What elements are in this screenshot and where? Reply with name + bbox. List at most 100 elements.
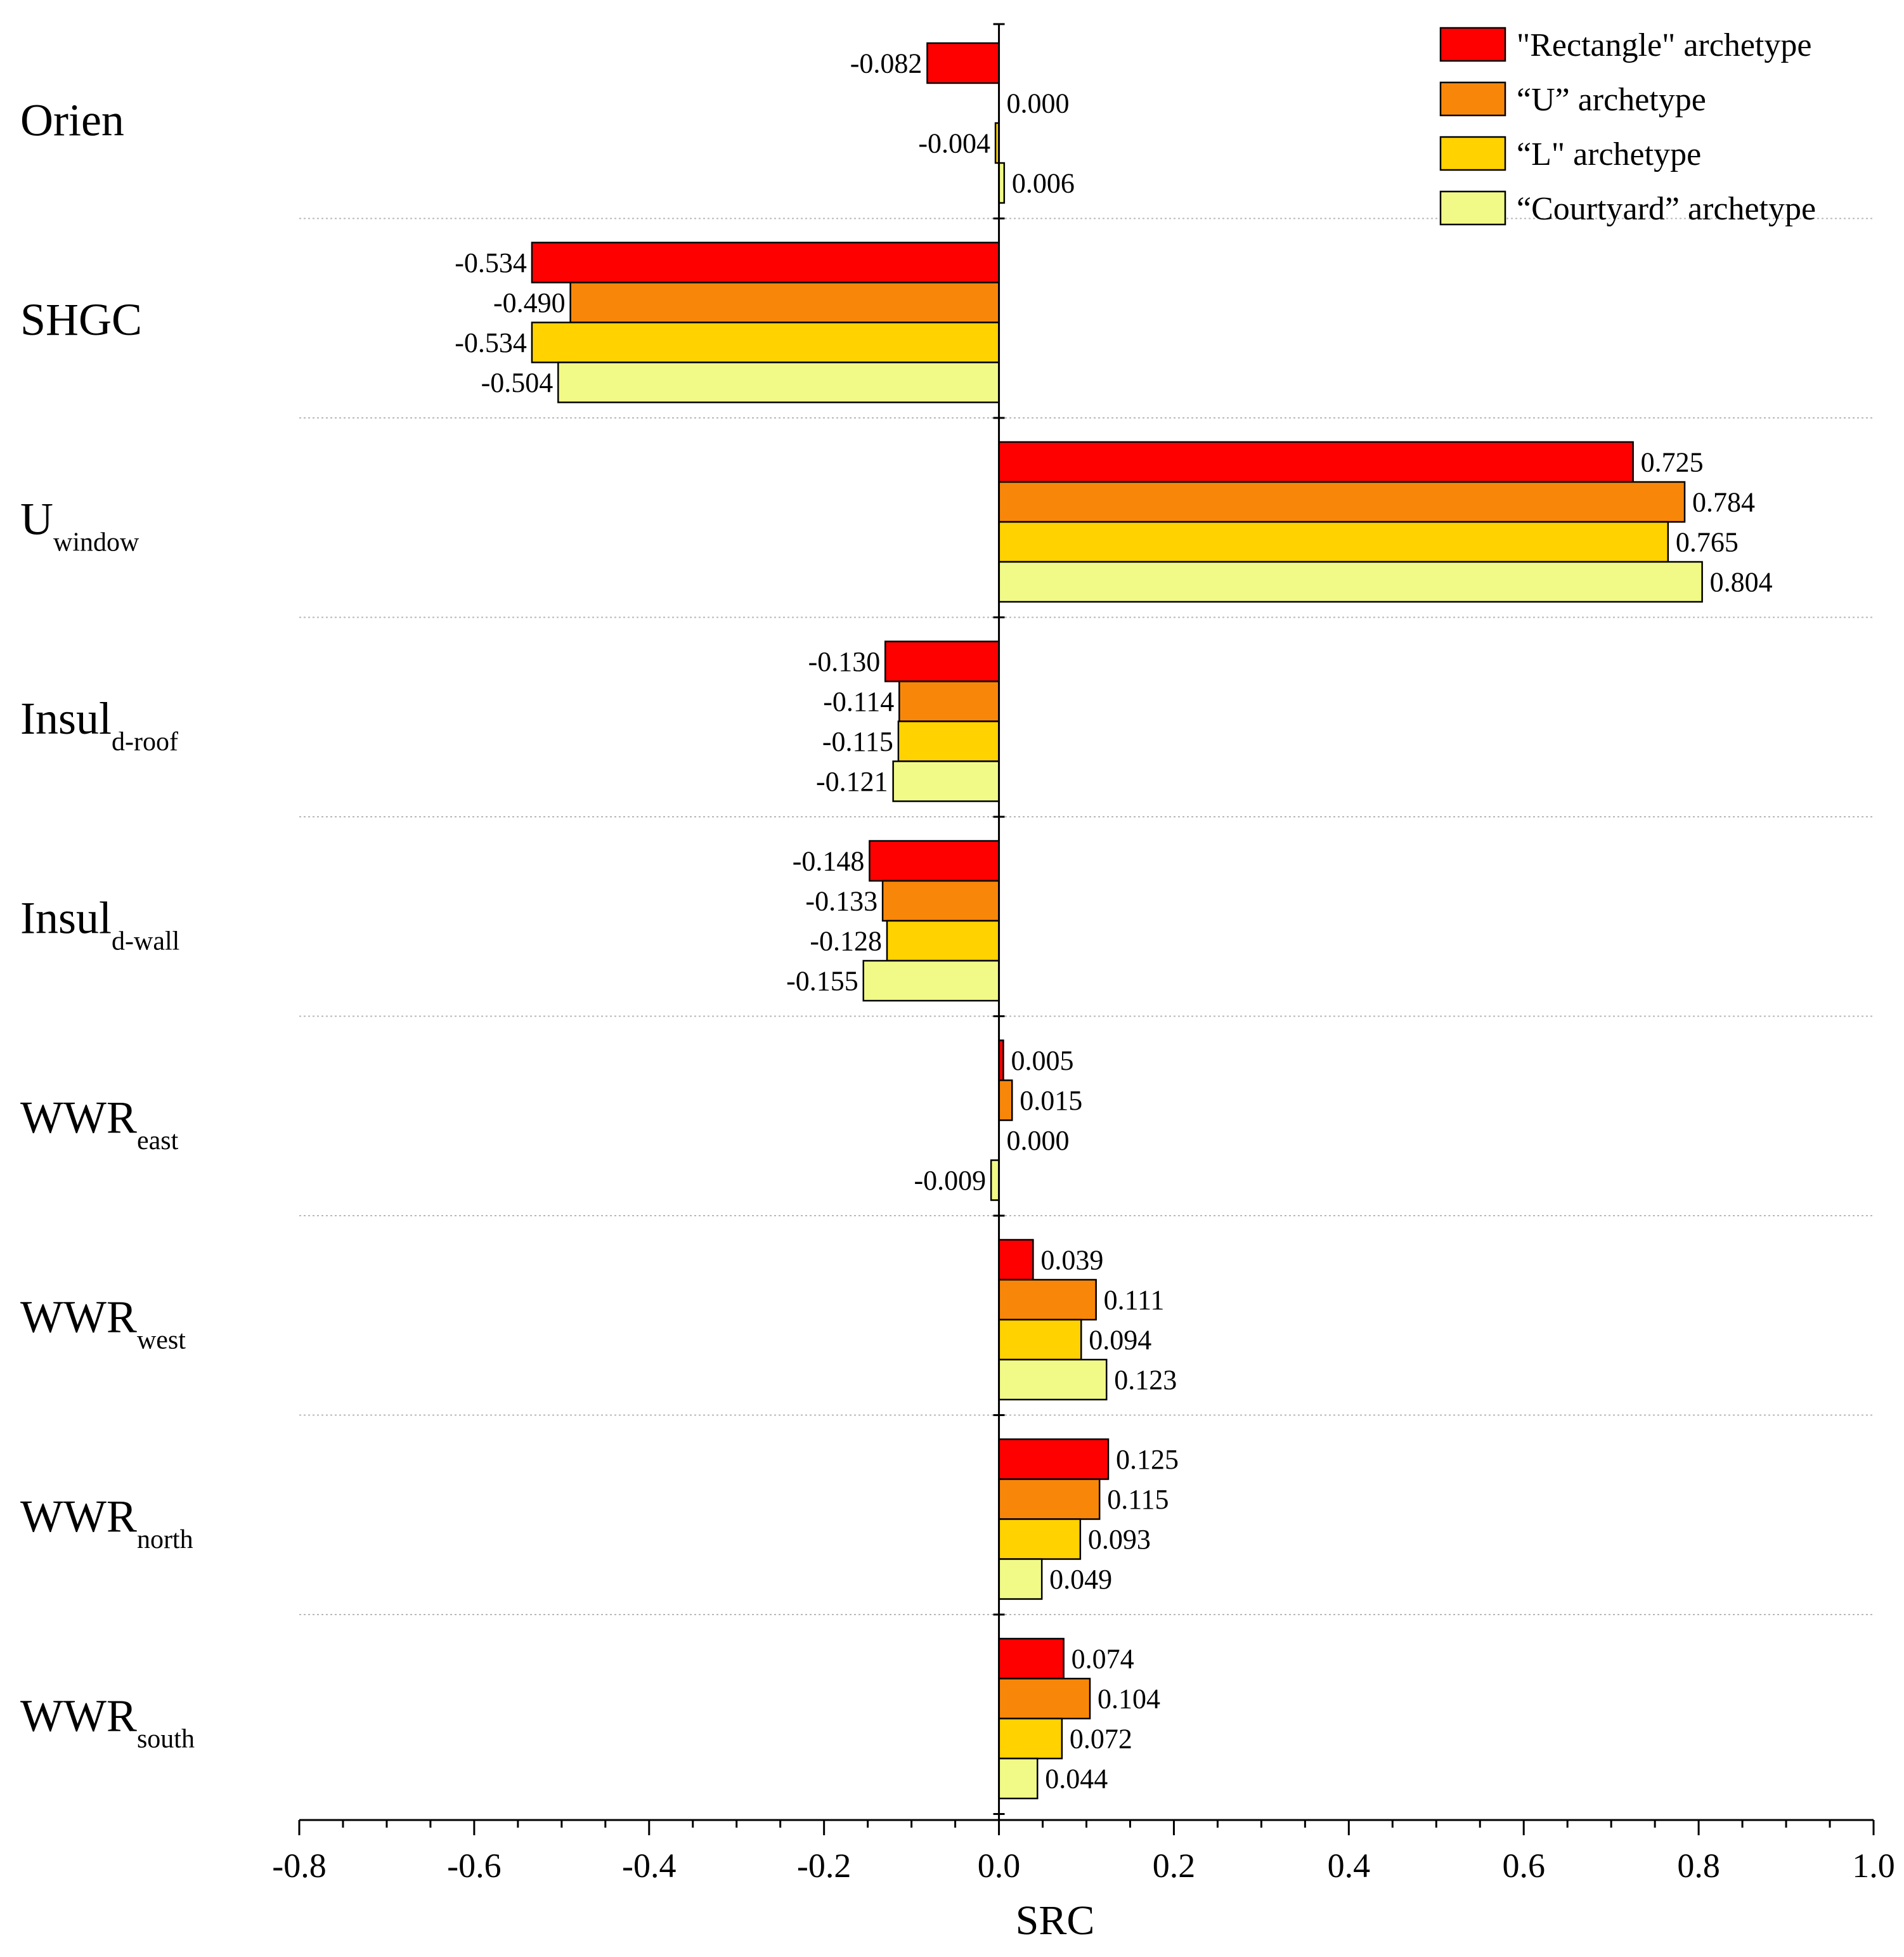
bar [998, 481, 1686, 523]
x-tick-label: 0.6 [1502, 1847, 1545, 1885]
value-label: -0.114 [823, 686, 894, 717]
category-subscript: south [137, 1724, 195, 1753]
value-label: 0.765 [1676, 527, 1739, 558]
bar [531, 242, 1000, 283]
category-main-text: Insul [20, 693, 112, 744]
x-tick-label: 0.8 [1677, 1847, 1720, 1885]
value-label: 0.123 [1114, 1365, 1177, 1396]
value-label: 0.115 [1107, 1484, 1169, 1515]
bar [998, 1677, 1091, 1720]
x-tick-label: 0.4 [1328, 1847, 1371, 1885]
bar [926, 42, 1000, 84]
value-label: -0.115 [822, 726, 893, 757]
legend-label: "Rectangle" archetype [1517, 27, 1811, 63]
value-label: 0.044 [1045, 1764, 1108, 1795]
bar [898, 680, 1000, 722]
value-label: 0.094 [1089, 1325, 1151, 1356]
legend-swatch [1439, 190, 1506, 226]
category-label: WWRsouth [20, 1690, 195, 1753]
bar [557, 361, 1000, 403]
bar [998, 1717, 1063, 1760]
bar [990, 1159, 1000, 1201]
category-subscript: d-roof [112, 727, 178, 757]
bar [998, 521, 1669, 563]
value-label: -0.155 [786, 966, 858, 997]
value-label: 0.104 [1098, 1684, 1160, 1715]
value-label: 0.000 [1007, 88, 1070, 119]
value-label: 0.072 [1070, 1724, 1132, 1755]
bar [998, 1518, 1082, 1560]
value-label: 0.006 [1012, 168, 1075, 199]
legend: "Rectangle" archetype “U” archetype “L" ar… [1439, 27, 1816, 227]
category-subscript: west [137, 1325, 186, 1355]
bar [998, 1318, 1082, 1361]
value-label: 0.804 [1710, 567, 1773, 598]
x-tick-label: 0.0 [978, 1847, 1021, 1885]
category-main-text: Orien [20, 94, 124, 145]
value-label: 0.125 [1116, 1444, 1179, 1475]
legend-label: “U” archetype [1517, 82, 1706, 118]
x-tick-label: 1.0 [1852, 1847, 1895, 1885]
bar [569, 282, 1000, 323]
bar [998, 1558, 1043, 1600]
value-label: -0.082 [850, 48, 923, 79]
value-label: 0.039 [1040, 1245, 1103, 1276]
bar [998, 1358, 1108, 1401]
value-label: -0.130 [808, 646, 881, 677]
value-label: 0.784 [1692, 487, 1755, 518]
category-label: WWReast [20, 1092, 179, 1155]
category-subscript: east [137, 1126, 179, 1155]
category-label: Insuld-roof [20, 693, 178, 757]
category-main-text: U [20, 493, 53, 544]
bar [897, 720, 1000, 762]
bar [862, 959, 1000, 1002]
bar [998, 1478, 1101, 1520]
category-main-text: Insul [20, 892, 112, 943]
category-main-text: WWR [20, 1491, 137, 1542]
category-labels: OrienSHGCUwindowInsuld-roofInsuld-wallWW… [20, 94, 195, 1753]
category-label: Orien [20, 94, 124, 145]
value-label: 0.015 [1020, 1085, 1082, 1116]
value-label: -0.490 [493, 287, 566, 318]
value-label: 0.111 [1104, 1285, 1165, 1316]
legend-swatch [1439, 81, 1506, 117]
value-label: -0.009 [914, 1165, 986, 1196]
category-label: WWRwest [20, 1291, 186, 1355]
value-label: 0.005 [1011, 1045, 1073, 1076]
bar [998, 1637, 1065, 1680]
category-main-text: SHGC [20, 294, 142, 345]
value-label: -0.128 [810, 926, 882, 957]
bars [531, 42, 1703, 1800]
legend-swatch [1439, 136, 1506, 171]
category-label: Uwindow [20, 493, 139, 557]
bar [881, 880, 1000, 922]
x-tick-label: -0.6 [447, 1847, 501, 1885]
value-label: 0.093 [1088, 1524, 1151, 1555]
bar [892, 760, 1000, 802]
bar [884, 640, 1000, 682]
bar [531, 322, 1000, 363]
value-label: -0.121 [816, 766, 888, 797]
bar [998, 1278, 1097, 1321]
value-label: 0.074 [1072, 1644, 1134, 1675]
category-label: SHGC [20, 294, 142, 345]
value-label: -0.534 [455, 327, 527, 358]
value-label: 0.049 [1049, 1564, 1112, 1595]
bar [998, 1079, 1013, 1121]
value-label: 0.000 [1007, 1125, 1070, 1156]
category-subscript: window [53, 528, 139, 557]
value-label: -0.004 [918, 128, 990, 159]
axes: -0.8 -0.6 -0.4 -0.2 0.0 0.2 0.4 0.6 0.8 1.0 [272, 23, 1895, 1885]
group-separator-lines [299, 218, 1874, 1615]
value-label: -0.534 [455, 247, 527, 278]
value-label: -0.504 [481, 367, 554, 398]
x-tick-label: -0.2 [797, 1847, 851, 1885]
category-subscript: d-wall [112, 926, 179, 956]
bar [998, 561, 1703, 603]
x-tick-label: 0.2 [1153, 1847, 1196, 1885]
category-label: Insuld-wall [20, 892, 179, 956]
bar [998, 441, 1634, 483]
x-tick-label: -0.4 [622, 1847, 676, 1885]
x-axis-title: SRC [1016, 1897, 1095, 1944]
